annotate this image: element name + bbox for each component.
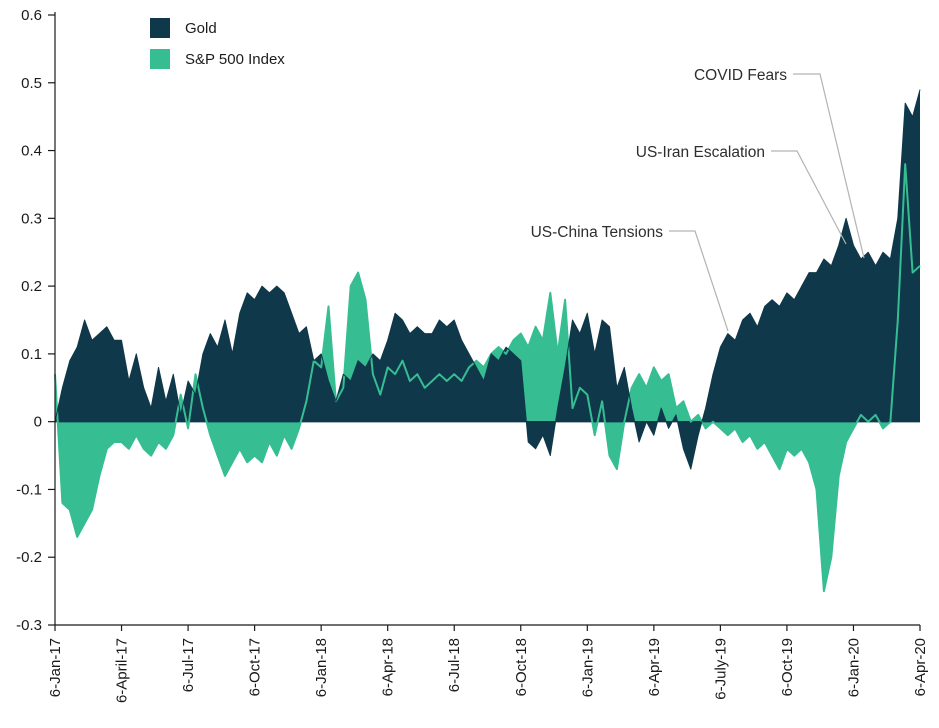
y-tick-label: 0.4: [21, 143, 42, 160]
annotation-label: US-Iran Escalation: [636, 144, 765, 161]
gold-swatch-icon: [150, 18, 170, 38]
annotation-leader-line: [771, 150, 847, 245]
x-tick-label: 6-Apr-19: [646, 638, 663, 696]
y-tick-label: 0.3: [21, 210, 42, 227]
annotation-leader-line: [793, 73, 865, 259]
x-tick-label: 6-April-17: [114, 638, 131, 703]
x-tick-label: 6-Jan-20: [845, 638, 862, 697]
legend-item-sp500: S&P 500 Index: [150, 49, 285, 69]
y-tick-label: -0.3: [16, 617, 42, 634]
gold-area: [55, 89, 920, 470]
annotation-us-iran-escalation: US-Iran Escalation: [636, 144, 847, 245]
annotation-leader-line: [669, 230, 729, 332]
chart-legend: Gold S&P 500 Index: [150, 18, 285, 69]
annotation-covid-fears: COVID Fears: [694, 67, 865, 259]
x-tick-label: 6-Apr-20: [912, 638, 929, 696]
y-tick-label: 0.5: [21, 75, 42, 92]
x-tick-label: 6-Jul-17: [180, 638, 197, 692]
y-tick-label: -0.2: [16, 549, 42, 566]
sp500-swatch-icon: [150, 49, 170, 69]
y-tick-label: 0.2: [21, 278, 42, 295]
y-tick-label: -0.1: [16, 481, 42, 498]
legend-label-gold: Gold: [185, 19, 217, 37]
y-tick-label: 0: [34, 414, 42, 431]
axes: 0.6 0.5 0.4 0.3 0.2 0.1 0 -0.1 -0.2 -0.3 6-Jan-17 6…: [16, 7, 929, 703]
x-tick-label: 6-Oct-18: [513, 638, 530, 696]
x-tick-label: 6-Oct-17: [247, 638, 264, 696]
y-tick-label: 0.1: [21, 346, 42, 363]
x-tick-label: 6-July-19: [712, 638, 729, 700]
x-tick-label: 6-Oct-19: [779, 638, 796, 696]
y-tick-label: 0.6: [21, 7, 42, 24]
gold-line: [54, 89, 921, 470]
x-tick-label: 6-Jan-18: [313, 638, 330, 697]
s-p-500-index-line: [54, 163, 921, 593]
x-tick-label: 6-Jul-18: [446, 638, 463, 692]
x-tick-label: 6-Jan-19: [579, 638, 596, 697]
legend-label-sp500: S&P 500 Index: [185, 50, 285, 68]
annotation-label: COVID Fears: [694, 67, 787, 84]
x-tick-label: 6-Apr-18: [380, 638, 397, 696]
x-tick-label: 6-Jan-17: [47, 638, 64, 697]
annotation-us-china-tensions: US-China Tensions: [531, 224, 729, 332]
legend-item-gold: Gold: [150, 18, 285, 38]
annotation-label: US-China Tensions: [531, 224, 664, 241]
